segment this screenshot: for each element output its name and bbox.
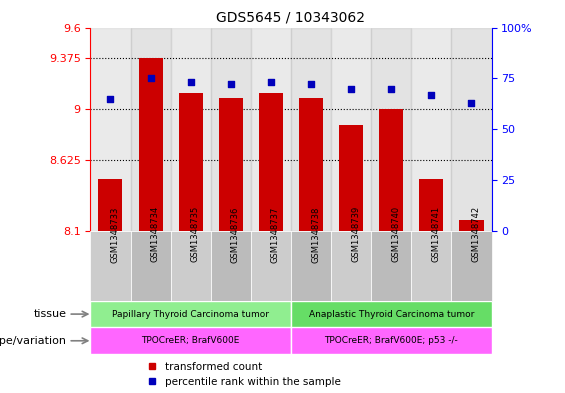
Bar: [171, 28, 211, 231]
Legend: transformed count, percentile rank within the sample: transformed count, percentile rank withi…: [144, 358, 345, 391]
Bar: [379, 109, 403, 231]
Bar: [131, 28, 171, 231]
Bar: [419, 179, 444, 231]
Title: GDS5645 / 10343062: GDS5645 / 10343062: [216, 11, 366, 25]
Text: Anaplastic Thyroid Carcinoma tumor: Anaplastic Thyroid Carcinoma tumor: [308, 310, 474, 319]
Bar: [138, 58, 163, 231]
Bar: [331, 231, 371, 301]
Point: [306, 81, 315, 88]
Point: [186, 79, 195, 86]
Bar: [299, 98, 323, 231]
Bar: [131, 231, 171, 301]
Point: [467, 99, 476, 106]
Bar: [339, 125, 363, 231]
Text: GSM1348735: GSM1348735: [191, 206, 199, 263]
Text: GSM1348736: GSM1348736: [231, 206, 240, 263]
Text: Papillary Thyroid Carcinoma tumor: Papillary Thyroid Carcinoma tumor: [112, 310, 269, 319]
Bar: [211, 28, 251, 231]
Point: [267, 79, 276, 86]
Point: [427, 92, 436, 98]
Bar: [291, 327, 492, 354]
Bar: [451, 231, 492, 301]
Bar: [90, 301, 291, 327]
Text: GSM1348739: GSM1348739: [351, 206, 360, 263]
Text: GSM1348733: GSM1348733: [111, 206, 119, 263]
Text: genotype/variation: genotype/variation: [0, 336, 66, 346]
Bar: [371, 28, 411, 231]
Bar: [219, 98, 243, 231]
Text: GSM1348734: GSM1348734: [150, 206, 159, 263]
Text: TPOCreER; BrafV600E: TPOCreER; BrafV600E: [141, 336, 240, 345]
Text: GSM1348740: GSM1348740: [392, 206, 400, 263]
Bar: [291, 28, 331, 231]
Bar: [459, 220, 484, 231]
Bar: [251, 231, 291, 301]
Text: GSM1348738: GSM1348738: [311, 206, 320, 263]
Text: GSM1348741: GSM1348741: [432, 206, 440, 263]
Bar: [451, 28, 492, 231]
Bar: [251, 28, 291, 231]
Bar: [411, 231, 451, 301]
Bar: [291, 231, 331, 301]
Bar: [211, 231, 251, 301]
Bar: [90, 231, 131, 301]
Point: [146, 75, 155, 81]
Bar: [371, 231, 411, 301]
Bar: [411, 28, 451, 231]
Point: [387, 85, 396, 92]
Bar: [331, 28, 371, 231]
Bar: [98, 179, 123, 231]
Bar: [90, 28, 131, 231]
Bar: [291, 301, 492, 327]
Bar: [179, 93, 203, 231]
Bar: [171, 231, 211, 301]
Point: [347, 85, 356, 92]
Text: GSM1348742: GSM1348742: [472, 206, 480, 263]
Bar: [90, 327, 291, 354]
Bar: [259, 93, 283, 231]
Text: TPOCreER; BrafV600E; p53 -/-: TPOCreER; BrafV600E; p53 -/-: [324, 336, 458, 345]
Point: [226, 81, 236, 88]
Text: tissue: tissue: [33, 309, 66, 319]
Point: [106, 95, 115, 102]
Text: GSM1348737: GSM1348737: [271, 206, 280, 263]
